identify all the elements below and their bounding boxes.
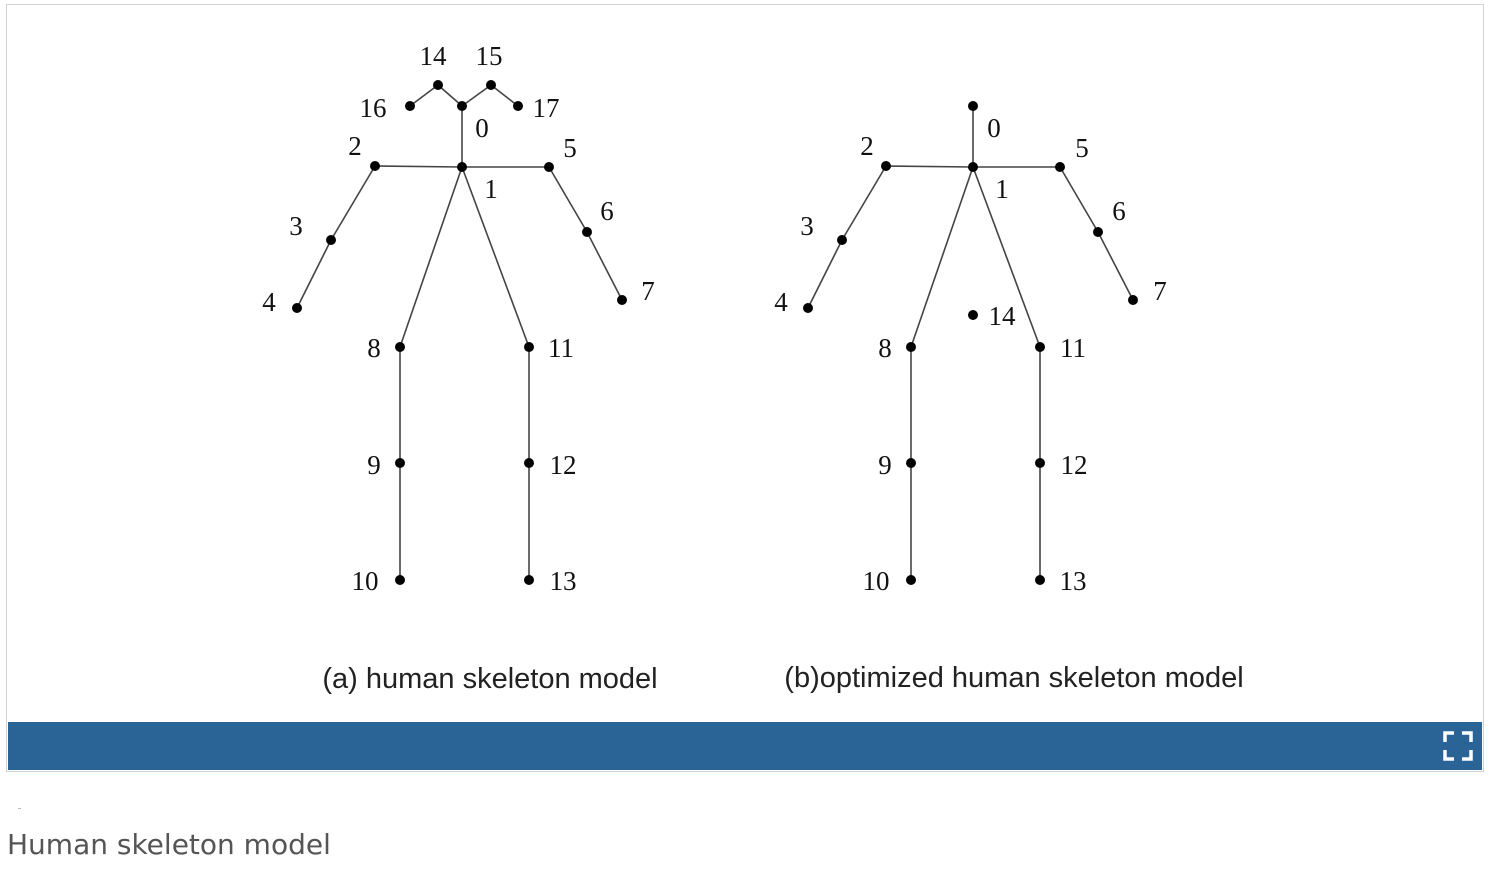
joint-0: [968, 101, 978, 111]
joint-label-2: 2: [348, 131, 362, 161]
joint-12: [1035, 458, 1045, 468]
joint-label-1: 1: [995, 174, 1009, 204]
panel-subtitle-a: (a) human skeleton model: [322, 663, 657, 695]
fullscreen-icon[interactable]: [1442, 730, 1474, 762]
joint-label-3: 3: [289, 211, 303, 241]
figure-caption: Human skeleton model: [7, 828, 331, 861]
bone-1-8: [399, 166, 463, 348]
joint-label-3: 3: [800, 211, 814, 241]
joint-label-0: 0: [475, 113, 489, 143]
panel-subtitle-b: (b)optimized human skeleton model: [784, 662, 1243, 694]
joint-9: [395, 458, 405, 468]
joint-label-8: 8: [878, 333, 892, 363]
joint-label-7: 7: [641, 276, 655, 306]
joint-13: [1035, 575, 1045, 585]
decorative-mark: [18, 808, 21, 809]
joint-5: [544, 162, 554, 172]
joint-label-6: 6: [1112, 196, 1126, 226]
joint-9: [906, 458, 916, 468]
bone-15-17: [490, 84, 519, 107]
joint-label-10: 10: [352, 566, 379, 596]
joint-2: [370, 161, 380, 171]
joint-14: [433, 80, 443, 90]
joint-1: [968, 162, 978, 172]
joint-label-9: 9: [878, 450, 892, 480]
joint-8: [395, 342, 405, 352]
bone-1-2: [374, 165, 463, 168]
joint-label-7: 7: [1153, 276, 1167, 306]
joint-7: [617, 295, 627, 305]
bone-2-3: [330, 165, 376, 241]
joint-label-9: 9: [367, 450, 381, 480]
joint-3: [326, 235, 336, 245]
joint-0: [457, 101, 467, 111]
joint-label-17: 17: [533, 93, 560, 123]
joint-label-1: 1: [484, 174, 498, 204]
bone-5-6: [1059, 166, 1099, 233]
joint-label-8: 8: [367, 333, 381, 363]
bone-6-7: [586, 231, 623, 301]
joint-4: [803, 303, 813, 313]
bone-1-8: [910, 166, 974, 348]
joint-label-2: 2: [860, 131, 874, 161]
bone-1-2: [885, 165, 974, 168]
joint-label-4: 4: [774, 287, 788, 317]
joint-label-11: 11: [1060, 333, 1086, 363]
joint-4: [292, 303, 302, 313]
joint-2: [881, 161, 891, 171]
joint-label-6: 6: [600, 196, 614, 226]
joint-11: [524, 342, 534, 352]
joint-13: [524, 575, 534, 585]
joint-14: [968, 310, 978, 320]
bone-3-4: [296, 239, 332, 309]
joint-15: [486, 80, 496, 90]
bone-0-15: [461, 84, 492, 107]
joint-3: [837, 235, 847, 245]
joint-8: [906, 342, 916, 352]
joint-label-14: 14: [420, 41, 448, 71]
joint-17: [513, 101, 523, 111]
joint-label-0: 0: [987, 113, 1001, 143]
joint-16: [405, 101, 415, 111]
bone-14-16: [409, 84, 439, 107]
joint-label-13: 13: [550, 566, 577, 596]
bone-1-11: [461, 166, 530, 348]
bone-3-4: [807, 239, 843, 309]
joint-6: [582, 227, 592, 237]
joint-label-5: 5: [1075, 133, 1089, 163]
bone-2-3: [841, 165, 887, 241]
joint-label-5: 5: [563, 133, 577, 163]
bone-1-11: [972, 166, 1041, 348]
bone-5-6: [548, 166, 588, 233]
bone-0-14: [437, 84, 463, 107]
joint-label-10: 10: [863, 566, 890, 596]
joint-label-12: 12: [550, 450, 577, 480]
bone-6-7: [1097, 231, 1134, 301]
figure-toolbar: [8, 722, 1482, 770]
joint-1: [457, 162, 467, 172]
joint-label-11: 11: [548, 333, 574, 363]
joint-label-4: 4: [262, 287, 276, 317]
joint-5: [1055, 162, 1065, 172]
figure-frame: 0 1 2 3 4 5 6 7 8 9 10 11 12 13 14 15 16 17 (a) human skel…: [6, 4, 1484, 772]
joint-label-15: 15: [476, 41, 503, 71]
joint-label-12: 12: [1061, 450, 1088, 480]
joint-label-14: 14: [989, 301, 1017, 331]
joint-7: [1128, 295, 1138, 305]
joint-6: [1093, 227, 1103, 237]
joint-10: [906, 575, 916, 585]
joint-label-16: 16: [360, 93, 387, 123]
joint-10: [395, 575, 405, 585]
joint-11: [1035, 342, 1045, 352]
joint-label-13: 13: [1060, 566, 1087, 596]
joint-12: [524, 458, 534, 468]
